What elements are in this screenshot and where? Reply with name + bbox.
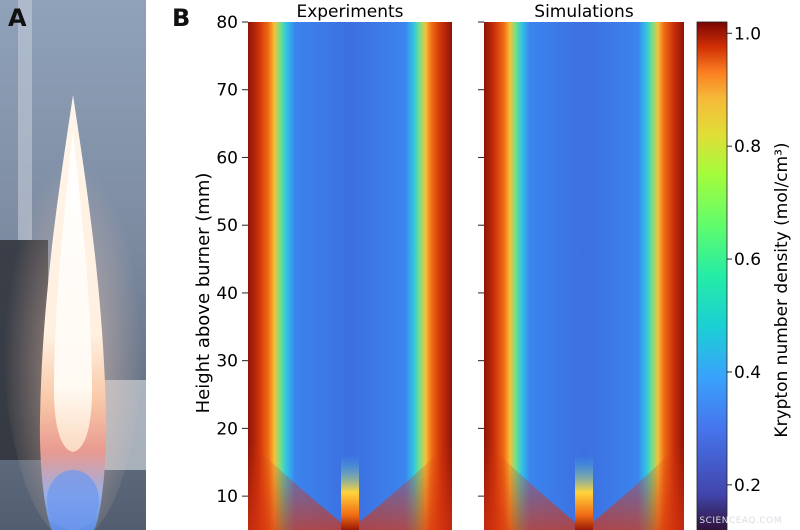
panel-title-experiments: Experiments — [296, 2, 403, 22]
y-tick-label: 30 — [216, 352, 238, 372]
panel-b-label: B — [172, 4, 191, 32]
colorbar-tick-label: 1.0 — [734, 24, 761, 44]
heatmap-experiments — [248, 22, 452, 530]
colorbar-tick-label: 0.6 — [734, 250, 761, 270]
panel-title-simulations: Simulations — [534, 2, 634, 22]
y-axis-label: Height above burner (mm) — [193, 173, 214, 414]
flame-photo — [0, 0, 146, 530]
y-tick-label: 40 — [216, 284, 238, 304]
colorbar — [696, 21, 728, 530]
colorbar-ticks: 0.2 0.4 0.6 0.8 1.0 — [727, 24, 761, 496]
colorbar-tick-label: 0.4 — [734, 363, 761, 383]
y-tick-label: 70 — [216, 81, 238, 101]
y-tick-label: 10 — [216, 487, 238, 507]
watermark: SCIENCEAQ.COM — [699, 516, 782, 526]
colorbar-tick-label: 0.8 — [734, 137, 761, 157]
colorbar-label: Krypton number density (mol/cm³) — [772, 142, 792, 437]
y-tick-label: 50 — [216, 216, 238, 236]
colorbar-tick-label: 0.2 — [734, 476, 761, 496]
y-tick-label: 60 — [216, 148, 238, 168]
heatmap-simulations — [484, 22, 684, 530]
y-axis: 10 20 30 40 50 60 70 80 — [216, 13, 484, 507]
panel-a-label: A — [8, 4, 27, 32]
y-tick-label: 80 — [216, 13, 238, 33]
y-tick-label: 20 — [216, 419, 238, 439]
